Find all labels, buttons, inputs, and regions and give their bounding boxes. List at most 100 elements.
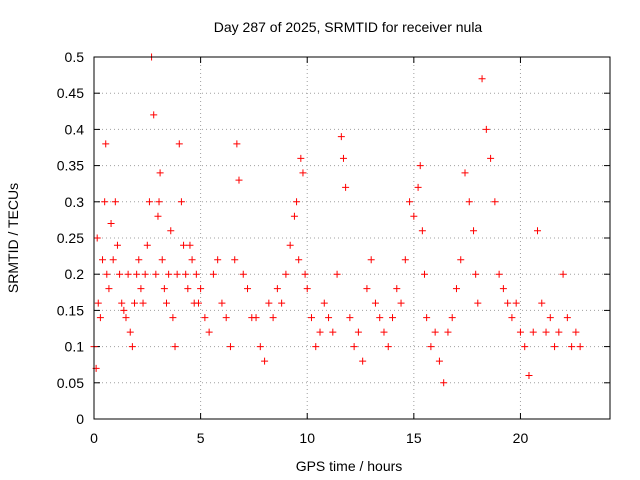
data-point: [448, 314, 456, 322]
data-point: [111, 198, 119, 206]
data-point: [155, 198, 163, 206]
data-point: [337, 133, 345, 141]
data-point: [346, 314, 354, 322]
data-point: [295, 256, 303, 264]
data-point: [380, 328, 388, 336]
data-point: [572, 328, 580, 336]
data-point: [286, 241, 294, 249]
data-point: [546, 314, 554, 322]
data-point: [491, 198, 499, 206]
y-tick-label: 0.25: [57, 230, 84, 246]
data-point: [423, 314, 431, 322]
data-point: [542, 328, 550, 336]
data-point: [192, 270, 200, 278]
x-axis-label: GPS time / hours: [296, 458, 403, 474]
data-point: [333, 270, 341, 278]
y-tick-label: 0.45: [57, 85, 84, 101]
data-point: [101, 198, 109, 206]
data-point: [152, 270, 160, 278]
data-point: [165, 270, 173, 278]
data-point: [559, 270, 567, 278]
data-point: [145, 198, 153, 206]
data-point: [93, 234, 101, 242]
data-point: [239, 270, 247, 278]
data-point: [118, 299, 126, 307]
data-point: [261, 357, 269, 365]
data-point: [233, 140, 241, 148]
data-point: [269, 314, 277, 322]
data-point: [563, 314, 571, 322]
data-point: [342, 183, 350, 191]
data-point: [457, 256, 465, 264]
data-points: [90, 53, 584, 387]
data-point: [551, 343, 559, 351]
data-point: [122, 314, 130, 322]
data-point: [504, 299, 512, 307]
data-point: [474, 299, 482, 307]
data-point: [162, 299, 170, 307]
data-point: [120, 306, 128, 314]
y-tick-label: 0: [76, 411, 84, 427]
data-point: [414, 183, 422, 191]
plot-frame: [93, 56, 611, 420]
data-point: [339, 154, 347, 162]
data-point: [529, 328, 537, 336]
data-point: [205, 328, 213, 336]
data-point: [427, 343, 435, 351]
data-point: [158, 256, 166, 264]
data-point: [169, 314, 177, 322]
data-point: [367, 256, 375, 264]
data-point: [303, 285, 311, 293]
y-tick-label: 0.35: [57, 158, 84, 174]
data-point: [301, 270, 309, 278]
data-point: [435, 357, 443, 365]
data-point: [440, 379, 448, 387]
data-point: [461, 169, 469, 177]
data-point: [99, 256, 107, 264]
y-axis-label: SRMTID / TECUs: [5, 183, 21, 293]
data-point: [384, 343, 392, 351]
y-tick-label: 0.05: [57, 375, 84, 391]
data-point: [297, 154, 305, 162]
data-point: [231, 256, 239, 264]
data-point: [478, 75, 486, 83]
data-point: [256, 343, 264, 351]
data-point: [525, 372, 533, 380]
data-point: [109, 256, 117, 264]
data-point: [171, 343, 179, 351]
data-point: [201, 314, 209, 322]
data-point: [568, 343, 576, 351]
chart-title: Day 287 of 2025, SRMTID for receiver nul…: [214, 19, 483, 35]
data-point: [226, 343, 234, 351]
data-point: [431, 328, 439, 336]
data-point: [265, 299, 273, 307]
data-point: [116, 270, 124, 278]
data-point: [131, 299, 139, 307]
data-point: [354, 328, 362, 336]
data-point: [389, 314, 397, 322]
data-point: [182, 270, 190, 278]
data-point: [555, 328, 563, 336]
data-point: [218, 299, 226, 307]
data-point: [512, 299, 520, 307]
data-point: [278, 299, 286, 307]
data-point: [105, 285, 113, 293]
data-point: [416, 162, 424, 170]
y-tick-label: 0.3: [65, 194, 85, 210]
y-tick-label: 0.2: [65, 266, 85, 282]
data-point: [173, 270, 181, 278]
data-point: [444, 328, 452, 336]
data-point: [472, 270, 480, 278]
data-point: [139, 299, 147, 307]
data-point: [508, 314, 516, 322]
data-point: [244, 285, 252, 293]
x-tick-label: 15: [406, 430, 422, 446]
data-point: [312, 343, 320, 351]
data-point: [184, 285, 192, 293]
data-point: [376, 314, 384, 322]
data-point: [107, 220, 115, 228]
data-point: [197, 285, 205, 293]
data-point: [290, 212, 298, 220]
data-point: [141, 270, 149, 278]
